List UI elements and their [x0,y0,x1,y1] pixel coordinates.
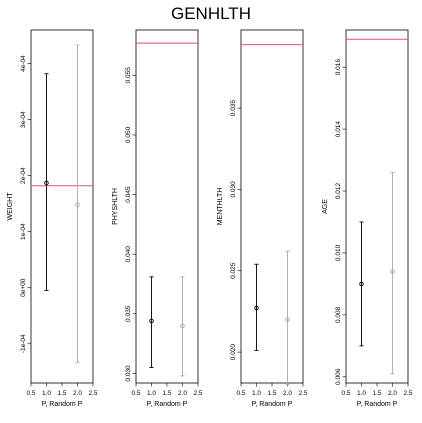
panel-2-y-tick-label: 0.035 [125,305,132,322]
panel-1-x-tick-label: 2.0 [73,390,82,397]
panel-2-frame [135,29,199,384]
panel-4-y-tick-label: 0.012 [335,183,342,200]
panel-3-x-tick-label: 2.0 [283,390,292,397]
panel-4-x-tick-label: 2.5 [403,390,412,397]
panel-1-y-axis-label: WEIGHT [7,192,14,221]
panel-1-point-1 [44,180,49,186]
panel-3-x-tick-label: 2.5 [298,390,307,397]
panel-4-y-tick-label: 0.016 [335,59,342,76]
panel-4-x-tick-label: 0.5 [341,390,350,397]
panel-3-y-tick-label: 0.025 [230,262,237,279]
panel-1-x-tick-label: 1.0 [42,390,51,397]
panel-1-y-tick-label: 0e+00 [20,278,27,297]
panel-1-x-tick-label: 2.5 [88,390,97,397]
panel-3-x-tick-label: 1.5 [267,390,276,397]
panel-1-frame [30,29,94,384]
panel-4-y-tick-label: 0.006 [335,368,342,385]
panel-4-frame [345,29,409,384]
panel-3-y-axis-label: MENTHLTH [217,188,224,226]
panel-1-y-tick-label: 3e-04 [20,111,27,128]
panel-3-point-1 [254,305,259,311]
panel-1-y-tick-label: 1e-04 [20,223,27,240]
panel-2-x-tick-label: 2.5 [193,390,202,397]
panel-2-x-tick-label: 1.5 [162,390,171,397]
panel-1-x-tick-label: 1.5 [57,390,66,397]
panel-3-x-tick-label: 0.5 [236,390,245,397]
panel-4-x-tick-label: 2.0 [388,390,397,397]
panel-2-x-tick-label: 2.0 [178,390,187,397]
panel-1-x-axis-label: P, Random P [42,401,83,408]
panel-2-y-tick-label: 0.050 [125,126,132,143]
panel-4-x-axis-label: P, Random P [357,401,398,408]
panel-2-x-axis-label: P, Random P [147,401,188,408]
panel-4-point-2 [390,269,395,274]
panel-3-x-tick-label: 1.0 [252,390,261,397]
panel-2-x-tick-label: 0.5 [131,390,140,397]
panel-1-y-tick-label: -1e-04 [20,334,27,353]
panel-2-point-1 [149,318,154,324]
panel-1-y-tick-label: 2e-04 [20,167,27,184]
panel-1-x-tick-label: 0.5 [26,390,35,397]
panel-1-point-2 [75,202,80,208]
panel-2-y-tick-label: 0.040 [125,246,132,263]
panel-2-point-2 [180,323,185,329]
panel-4-x-tick-label: 1.5 [372,390,381,397]
panel-4-y-tick-label: 0.010 [335,244,342,261]
panel-4-y-axis-label: AGE [322,199,329,214]
panel-3-point-2 [285,317,290,322]
panel-3-y-tick-label: 0.020 [230,344,237,361]
panel-2-y-tick-label: 0.045 [125,186,132,203]
panel-2-y-axis-label: PHYSHLTH [112,188,119,225]
panel-3-frame [240,29,304,384]
panel-2-y-tick-label: 0.030 [125,365,132,382]
panel-3-y-tick-label: 0.035 [230,100,237,117]
panel-2-x-tick-label: 1.0 [147,390,156,397]
panel-4-x-tick-label: 1.0 [357,390,366,397]
panel-3-x-axis-label: P, Random P [252,401,293,408]
panel-2-y-tick-label: 0.055 [125,67,132,84]
panel-1-y-tick-label: 4e-04 [20,55,27,72]
panel-3-y-tick-label: 0.030 [230,181,237,198]
chart-title: GENHLTH [171,4,251,23]
panel-4-point-1 [359,281,364,287]
panel-4-y-tick-label: 0.008 [335,306,342,323]
panel-4-y-tick-label: 0.014 [335,121,342,138]
